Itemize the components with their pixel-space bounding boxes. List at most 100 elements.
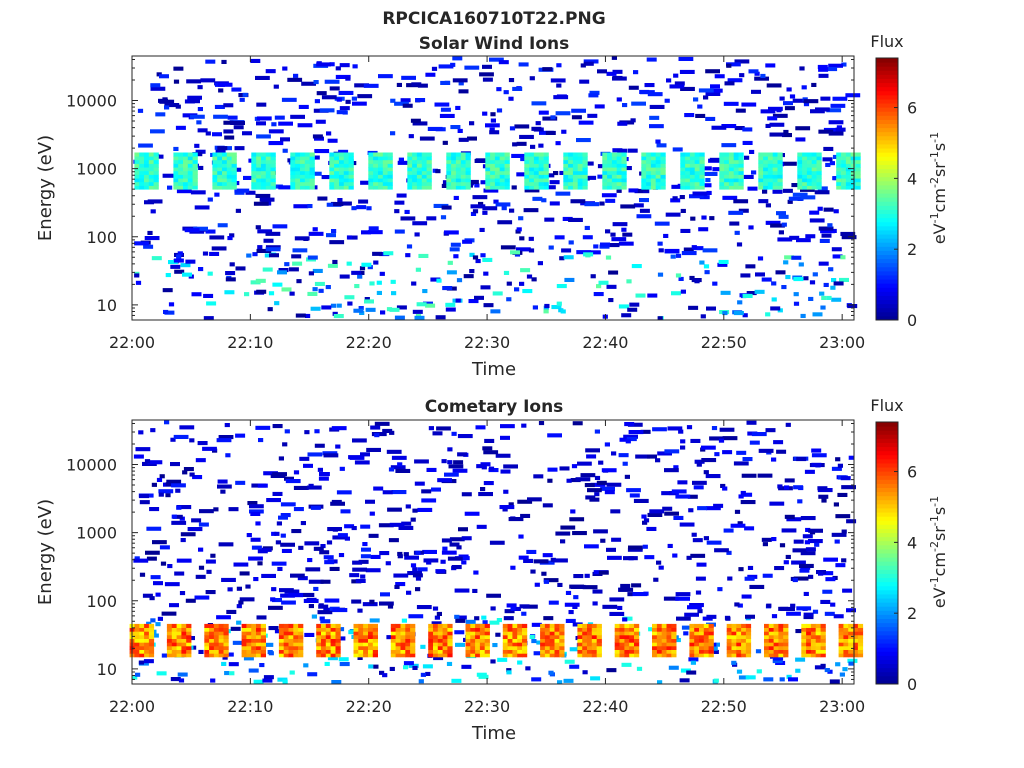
heatmap-cell bbox=[212, 170, 218, 175]
heatmap-cell bbox=[368, 170, 374, 175]
heatmap-cell bbox=[278, 515, 288, 520]
heatmap-cell bbox=[810, 638, 817, 643]
heatmap-cell bbox=[570, 199, 586, 204]
heatmap-cell bbox=[522, 653, 528, 658]
heatmap-cell bbox=[368, 178, 374, 183]
heatmap-cell bbox=[290, 159, 296, 164]
heatmap-cell bbox=[226, 178, 232, 183]
heatmap-cell bbox=[641, 152, 647, 157]
heatmap-cell bbox=[661, 649, 667, 654]
heatmap-cell bbox=[577, 152, 583, 157]
heatmap-cell bbox=[733, 152, 739, 157]
heatmap-cell bbox=[656, 627, 663, 632]
heatmap-cell bbox=[483, 188, 499, 193]
heatmap-cell bbox=[178, 170, 184, 175]
heatmap-cell bbox=[719, 170, 725, 175]
heatmap-cell bbox=[609, 597, 625, 602]
heatmap-cell bbox=[369, 511, 375, 516]
heatmap-cell bbox=[400, 649, 406, 654]
colorbar-segment bbox=[876, 553, 898, 558]
heatmap-cell bbox=[134, 556, 140, 561]
heatmap-cell bbox=[202, 251, 209, 256]
heatmap-cell bbox=[845, 170, 852, 175]
heatmap-cell bbox=[361, 230, 371, 235]
heatmap-cell bbox=[343, 156, 349, 161]
heatmap-cell bbox=[664, 468, 679, 473]
heatmap-cell bbox=[631, 264, 642, 269]
heatmap-cell bbox=[490, 309, 501, 314]
heatmap-cell bbox=[652, 631, 658, 636]
heatmap-cell bbox=[250, 280, 261, 285]
heatmap-cell bbox=[641, 514, 647, 519]
heatmap-cell bbox=[522, 623, 528, 628]
heatmap-cell bbox=[773, 627, 779, 632]
heatmap-cell bbox=[329, 185, 335, 190]
heatmap-cell bbox=[174, 571, 185, 576]
heatmap-cell bbox=[148, 623, 155, 628]
heatmap-cell bbox=[478, 201, 484, 206]
heatmap-cell bbox=[426, 174, 432, 179]
heatmap-cell bbox=[671, 645, 677, 650]
heatmap-cell bbox=[334, 185, 340, 190]
heatmap-cell bbox=[187, 163, 193, 168]
heatmap-cell bbox=[853, 649, 859, 654]
heatmap-cell bbox=[144, 459, 151, 464]
heatmap-cell bbox=[810, 623, 817, 628]
heatmap-cell bbox=[222, 152, 228, 157]
heatmap-cell bbox=[139, 494, 149, 499]
heatmap-cell bbox=[421, 181, 427, 186]
heatmap-cell bbox=[176, 505, 192, 510]
heatmap-cell bbox=[336, 303, 342, 308]
heatmap-cell bbox=[171, 627, 177, 632]
heatmap-cell bbox=[634, 642, 640, 647]
heatmap-cell bbox=[801, 649, 807, 654]
heatmap-cell bbox=[160, 561, 167, 566]
heatmap-cell bbox=[321, 649, 327, 654]
heatmap-cell bbox=[442, 623, 448, 628]
heatmap-cell bbox=[621, 163, 627, 168]
heatmap-cell bbox=[703, 649, 709, 654]
heatmap-cell bbox=[177, 672, 188, 677]
heatmap-cell bbox=[325, 623, 331, 628]
heatmap-cell bbox=[250, 58, 261, 63]
heatmap-cell bbox=[628, 545, 643, 550]
heatmap-cell bbox=[396, 193, 407, 198]
heatmap-cell bbox=[778, 631, 784, 636]
heatmap-cell bbox=[358, 623, 364, 628]
heatmap-cell bbox=[428, 645, 434, 650]
heatmap-cell bbox=[387, 167, 393, 172]
heatmap-cell bbox=[405, 638, 411, 643]
heatmap-cell bbox=[612, 69, 623, 74]
heatmap-cell bbox=[213, 638, 220, 643]
heatmap-cell bbox=[741, 645, 747, 650]
heatmap-cell bbox=[171, 634, 177, 639]
colorbar-segment bbox=[876, 291, 898, 296]
heatmap-cell bbox=[205, 131, 211, 136]
heatmap-cell bbox=[708, 634, 714, 639]
heatmap-cell bbox=[511, 153, 526, 158]
heatmap-cell bbox=[611, 451, 617, 456]
heatmap-cell bbox=[719, 156, 725, 161]
heatmap-cell bbox=[768, 631, 774, 636]
heatmap-cell bbox=[204, 638, 210, 643]
heatmap-cell bbox=[772, 174, 778, 179]
heatmap-cell bbox=[251, 163, 257, 168]
heatmap-cell bbox=[460, 178, 466, 183]
heatmap-cell bbox=[400, 98, 411, 103]
heatmap-cell bbox=[432, 606, 439, 611]
heatmap-cell bbox=[728, 174, 735, 179]
heatmap-cell bbox=[360, 524, 371, 529]
heatmap-cell bbox=[278, 638, 285, 643]
heatmap-cell bbox=[400, 642, 406, 647]
heatmap-cell bbox=[857, 634, 864, 639]
heatmap-cell bbox=[789, 235, 800, 240]
heatmap-cell bbox=[618, 587, 634, 592]
colorbar-segment bbox=[876, 548, 898, 554]
heatmap-cell bbox=[724, 174, 730, 179]
heatmap-cell bbox=[446, 156, 452, 161]
heatmap-cell bbox=[602, 159, 608, 164]
heatmap-cell bbox=[321, 627, 327, 632]
heatmap-cell bbox=[256, 181, 262, 186]
heatmap-cell bbox=[582, 631, 588, 636]
